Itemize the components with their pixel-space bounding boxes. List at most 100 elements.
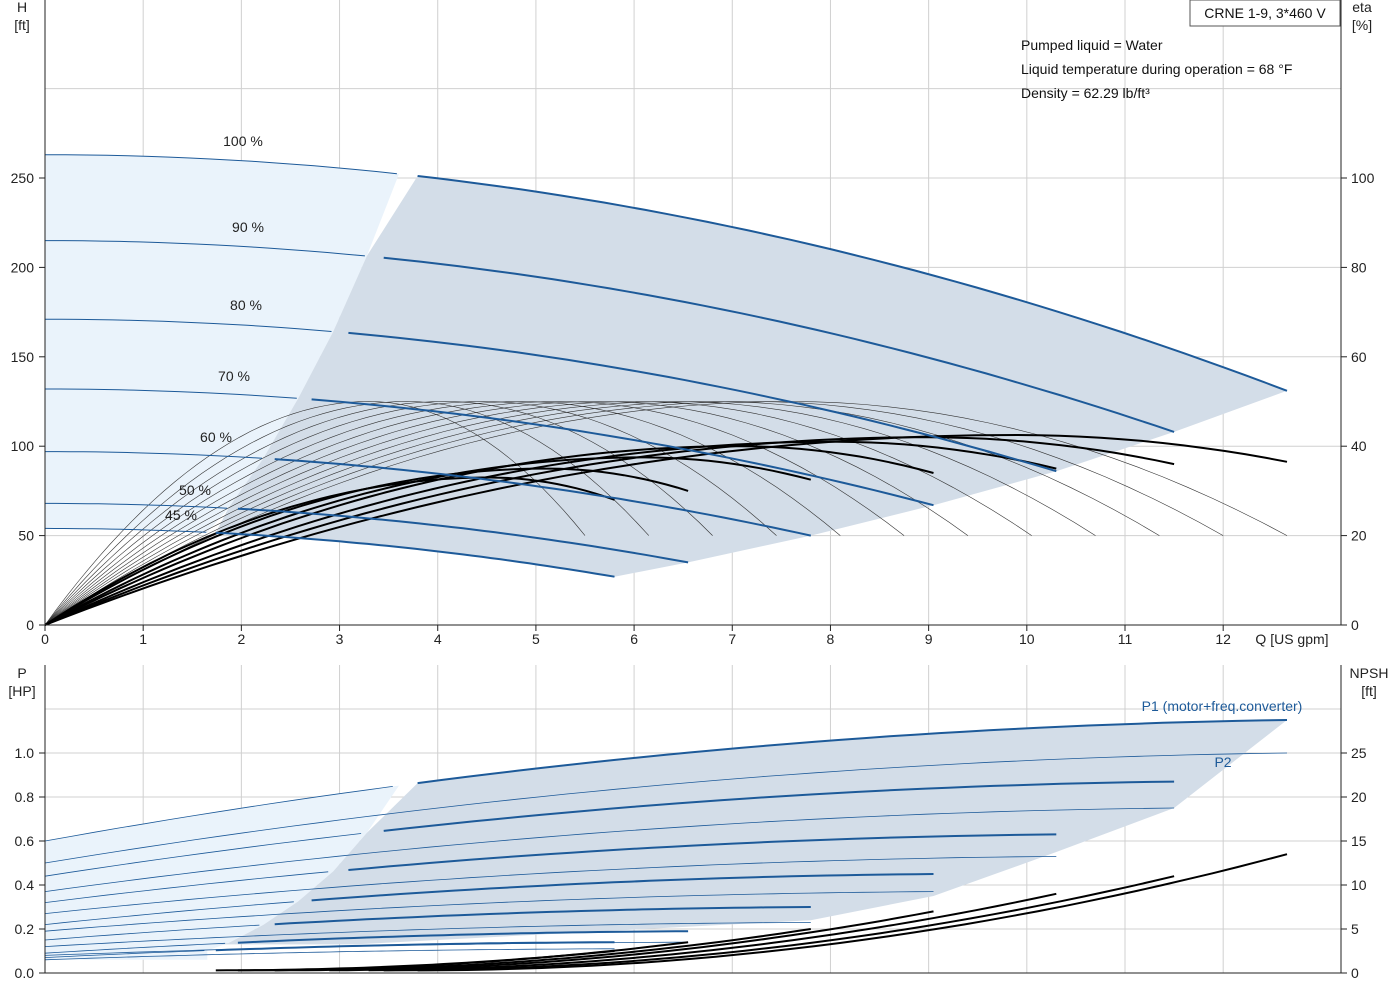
head-curve-extended	[45, 240, 365, 257]
p1-curve	[417, 719, 1288, 785]
p2-curve	[44, 922, 811, 947]
p1-curve	[215, 941, 615, 952]
y2-tick-label: 15	[1351, 833, 1367, 849]
x-tick-label: 10	[1019, 631, 1035, 647]
efficiency-curve	[44, 440, 1057, 626]
p2-curve	[44, 856, 1057, 914]
y2-tick-label: 20	[1351, 789, 1367, 805]
head-curve	[237, 507, 689, 564]
head-curve	[274, 458, 812, 537]
p2-curve	[44, 752, 1288, 864]
chart-title: CRNE 1-9, 3*460 V	[1204, 5, 1326, 21]
p1-curve-extended	[44, 942, 226, 954]
head-curve-extended	[45, 154, 397, 175]
p2-curve	[44, 807, 1175, 892]
x-tick-label: 2	[237, 631, 245, 647]
y-tick-label: 0.2	[15, 921, 35, 937]
extended-range-area	[45, 785, 399, 960]
y2-tick-label: 40	[1351, 438, 1367, 454]
p1-series-label: P1 (motor+freq.converter)	[1142, 698, 1303, 714]
y-axis-title: H	[17, 0, 27, 15]
y-tick-label: 1.0	[15, 745, 35, 761]
efficiency-family-line	[44, 401, 777, 626]
title-box	[1189, 0, 1341, 27]
p1-curve-extended	[44, 950, 205, 958]
info-line: Density = 62.29 lb/ft³	[1021, 85, 1150, 101]
efficiency-family-line	[44, 401, 969, 626]
efficiency-curve	[44, 476, 615, 626]
y-tick-label: 0.4	[15, 877, 35, 893]
npsh-curve	[368, 892, 1057, 972]
speed-label: 70 %	[218, 368, 250, 384]
efficiency-family-line	[44, 401, 586, 626]
x-tick-label: 9	[925, 631, 933, 647]
y2-tick-label: 100	[1351, 170, 1375, 186]
p1-curve-extended	[44, 901, 294, 925]
p2-series-label: P2	[1214, 754, 1231, 770]
y-tick-label: 0.8	[15, 789, 35, 805]
y2-tick-label: 60	[1351, 349, 1367, 365]
speed-label: 60 %	[200, 429, 232, 445]
p1-curve-extended	[44, 833, 362, 877]
y2-axis-unit: [ft]	[1361, 683, 1377, 699]
efficiency-curve	[44, 433, 1288, 626]
npsh-curve	[329, 910, 934, 972]
speed-label: 45 %	[165, 507, 197, 523]
info-line: Liquid temperature during operation = 68…	[1021, 61, 1292, 77]
y-tick-label: 250	[11, 170, 35, 186]
y2-tick-label: 5	[1351, 921, 1359, 937]
head-curve	[383, 256, 1175, 433]
speed-label: 90 %	[232, 219, 264, 235]
p1-curve	[274, 906, 811, 926]
head-chart-panel	[39, 0, 1347, 631]
extended-range-area	[45, 154, 399, 533]
y-tick-label: 150	[11, 349, 35, 365]
head-curve-extended	[45, 451, 263, 459]
y-axis-unit: [HP]	[8, 683, 35, 699]
y-tick-label: 0.6	[15, 833, 35, 849]
y-axis-title: P	[17, 665, 26, 681]
x-tick-label: 11	[1118, 631, 1133, 647]
head-curve-extended	[44, 527, 207, 533]
efficiency-family-line	[44, 401, 713, 626]
p1-curve	[237, 930, 689, 944]
y-tick-label: 50	[18, 528, 34, 544]
x-tick-label: 7	[728, 631, 736, 647]
head-curve	[215, 531, 615, 578]
p1-curve-extended	[44, 924, 260, 941]
y2-axis-unit: [%]	[1352, 17, 1372, 33]
efficiency-curve	[44, 436, 1175, 626]
p2-curve	[44, 891, 934, 932]
y2-tick-label: 0	[1351, 617, 1359, 633]
power-chart-panel	[39, 665, 1347, 974]
y-tick-label: 200	[11, 259, 35, 275]
x-tick-label: 0	[41, 631, 49, 647]
y-tick-label: 100	[11, 438, 35, 454]
x-axis-title: Q [US gpm]	[1255, 631, 1328, 647]
efficiency-family-line	[44, 401, 1032, 626]
p1-curve	[311, 873, 934, 902]
npsh-curve	[417, 853, 1288, 972]
x-tick-label: 6	[630, 631, 638, 647]
speed-label: 80 %	[230, 297, 262, 313]
y2-tick-label: 80	[1351, 259, 1367, 275]
speed-label: 50 %	[179, 482, 211, 498]
head-curve-extended	[45, 502, 228, 509]
head-curve-extended	[45, 318, 332, 332]
x-tick-label: 8	[827, 631, 835, 647]
p1-curve-extended	[44, 871, 329, 903]
efficiency-family-line	[44, 401, 650, 626]
efficiency-family-line	[44, 401, 1096, 626]
y-tick-label: 0	[26, 617, 34, 633]
head-curve	[311, 398, 934, 507]
x-tick-label: 12	[1215, 631, 1231, 647]
efficiency-family-line	[44, 401, 1224, 626]
head-curve	[348, 331, 1057, 473]
p1-curve	[383, 780, 1175, 832]
y2-tick-label: 10	[1351, 877, 1367, 893]
head-curve-extended	[45, 388, 297, 399]
x-tick-label: 4	[434, 631, 442, 647]
y2-tick-label: 0	[1351, 965, 1359, 981]
npsh-curve	[383, 875, 1175, 972]
